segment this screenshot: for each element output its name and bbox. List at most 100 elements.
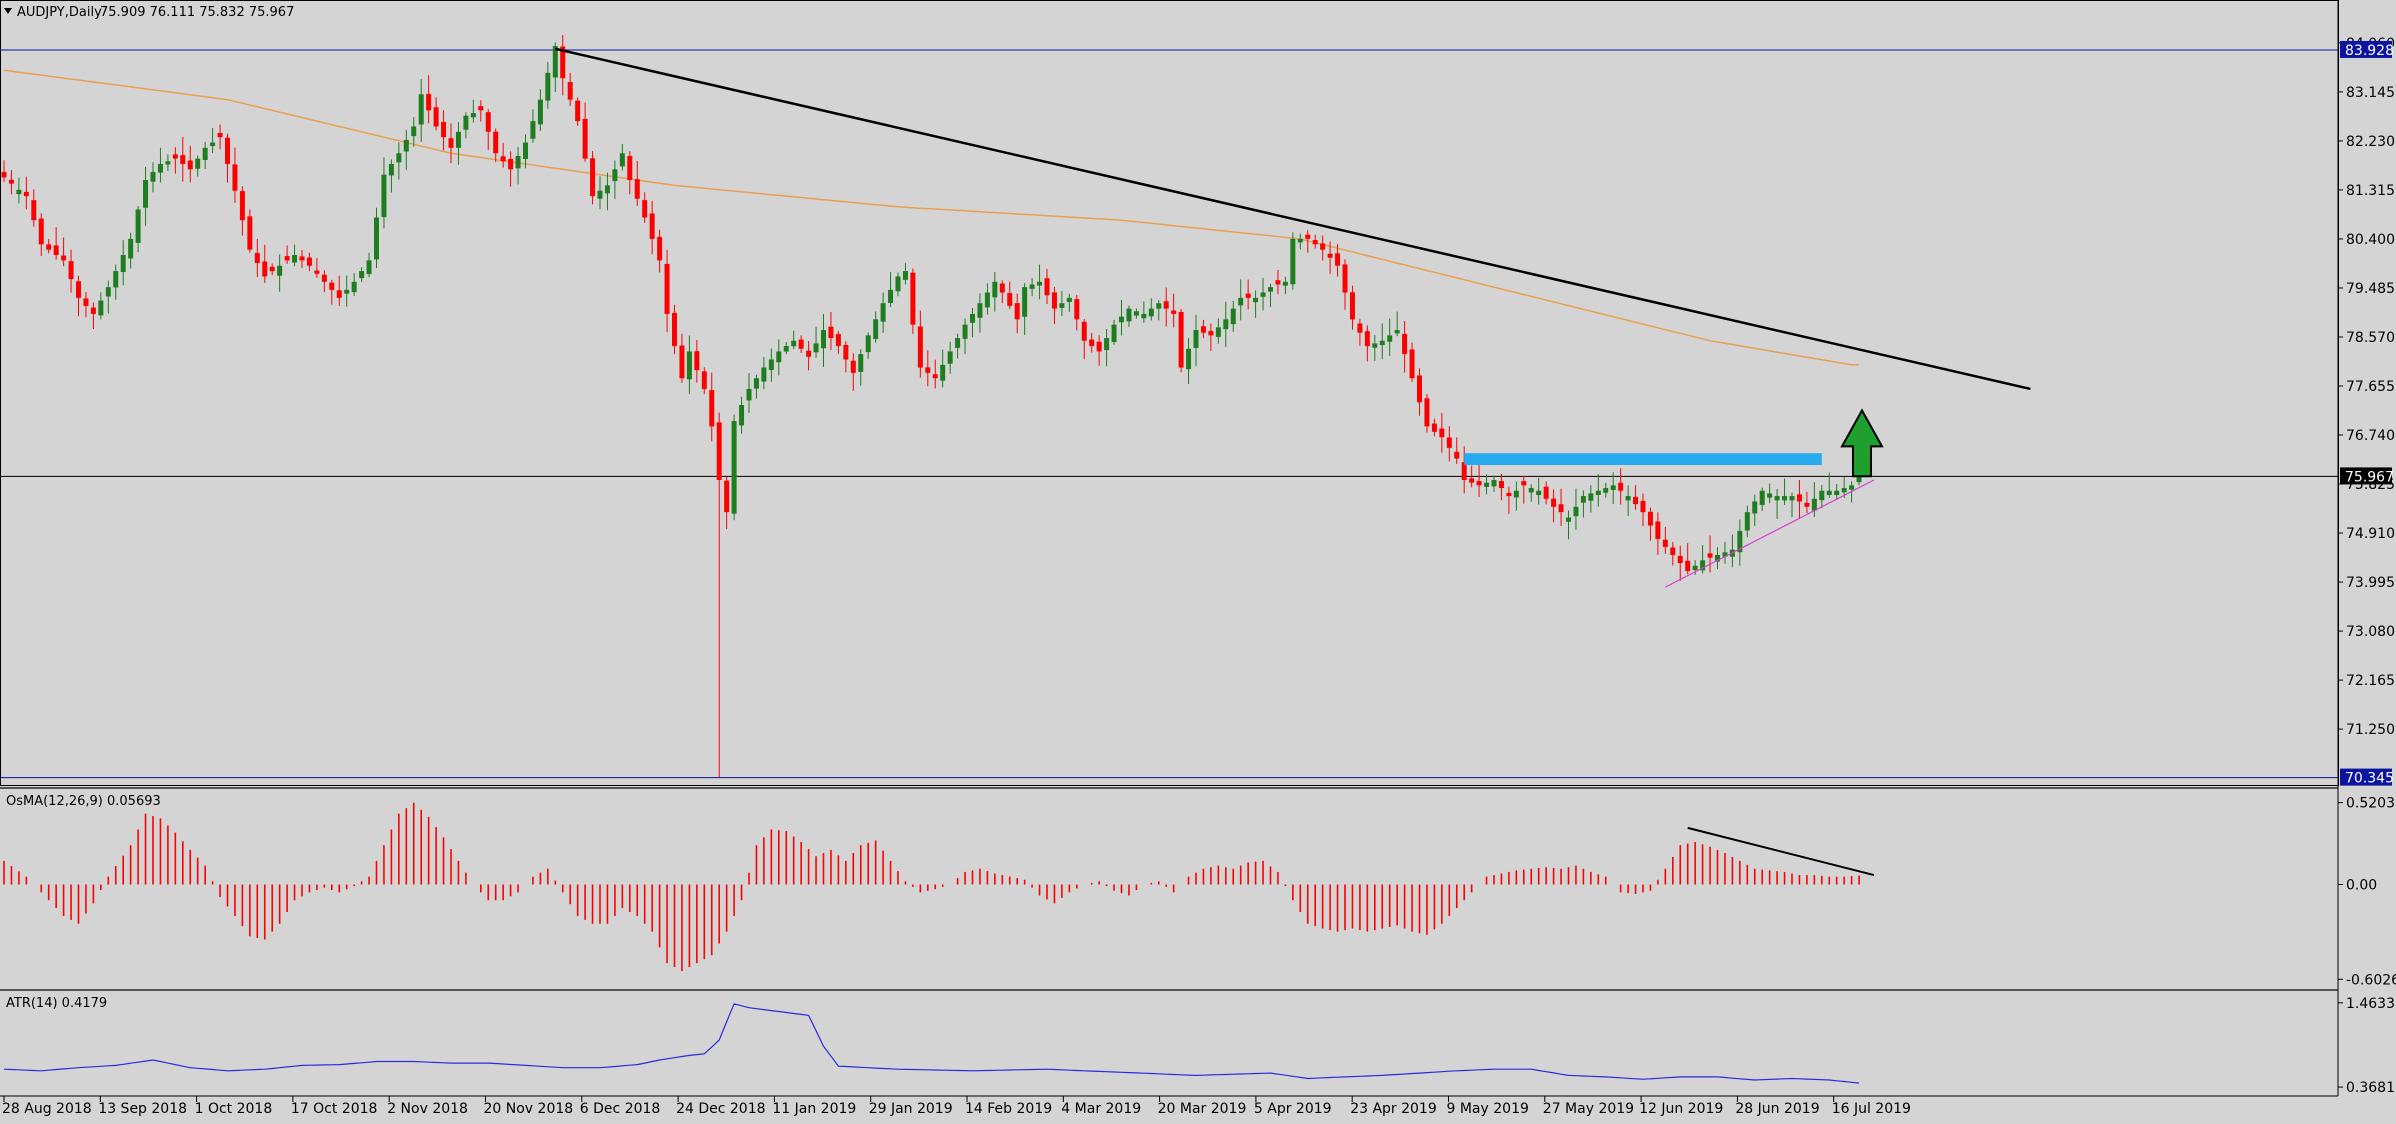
candle-bear <box>1409 349 1415 379</box>
candle-bull <box>1811 498 1817 511</box>
candle-bull <box>1513 490 1519 498</box>
candle-bear <box>1335 253 1341 266</box>
candle-bull <box>902 271 908 280</box>
candle-bear <box>850 360 856 373</box>
candle-bull <box>1282 281 1288 286</box>
candle-bull <box>940 364 946 381</box>
candle-bear <box>679 345 685 379</box>
candle-bear <box>239 191 245 221</box>
candle-bull <box>731 421 737 514</box>
candle-bull <box>739 405 745 426</box>
osma-tick-label: -0.60264 <box>2346 972 2396 988</box>
candle-bear <box>1342 264 1348 293</box>
candle-bear <box>1417 375 1422 403</box>
candle-bear <box>1655 521 1661 539</box>
candle-bear <box>835 334 841 347</box>
candle-bull <box>873 319 879 340</box>
candle-bull <box>1834 490 1840 496</box>
high-line-label-bg <box>2340 40 2392 58</box>
candle-bear <box>1521 481 1527 486</box>
candle-bull <box>977 303 983 318</box>
candle-bull <box>1610 485 1616 491</box>
candle-bull <box>1297 238 1303 243</box>
price-tick-label: 83.145 <box>2346 85 2395 101</box>
candle-bull <box>1737 530 1743 553</box>
candle-bear <box>1305 234 1311 239</box>
candle-bear <box>627 156 633 181</box>
candle-bear <box>262 261 268 277</box>
candle-bull <box>1849 485 1855 490</box>
time-tick-label: 16 Jul 2019 <box>1832 1101 1911 1117</box>
candle-bull <box>1111 324 1117 342</box>
candle-bear <box>999 283 1005 293</box>
candle-bull <box>165 161 171 165</box>
candle-bear <box>478 106 484 111</box>
menu-triangle-icon[interactable] <box>4 8 12 14</box>
candle-bull <box>1789 496 1795 501</box>
candle-bear <box>1402 333 1408 355</box>
candle-bear <box>1051 292 1057 309</box>
candle-bear <box>38 218 44 245</box>
candle-bear <box>932 374 938 379</box>
support-trendline <box>1665 479 1875 588</box>
candle-bull <box>135 209 141 243</box>
axes: 84.06083.14582.23081.31580.40079.48578.5… <box>2 36 2396 1117</box>
candle-bear <box>724 480 730 513</box>
candle-bull <box>1156 303 1162 309</box>
low-line-label: 70.345 <box>2345 771 2394 787</box>
candle-bear <box>448 138 454 148</box>
moving-average-line <box>3 69 1859 366</box>
horizontal-lines <box>0 49 2338 779</box>
candle-bull <box>1148 308 1154 317</box>
candle-bull <box>1856 476 1862 483</box>
up-arrow-icon <box>1840 408 1884 478</box>
candle-bear <box>314 270 320 274</box>
candle-bull <box>1029 284 1035 289</box>
candle-bull <box>344 289 350 294</box>
candle-bull <box>530 121 536 139</box>
time-tick-label: 9 May 2019 <box>1447 1101 1529 1117</box>
candle-bear <box>709 390 715 427</box>
candle-bull <box>150 171 156 182</box>
price-tick-label: 82.230 <box>2346 134 2395 150</box>
candle-bull <box>1372 343 1378 348</box>
time-tick-label: 14 Feb 2019 <box>965 1101 1052 1117</box>
candle-bull <box>351 281 357 293</box>
candle-bull <box>277 265 283 276</box>
time-tick-label: 12 Jun 2019 <box>1639 1101 1723 1117</box>
candle-bear <box>172 154 178 159</box>
price-tick-label: 81.315 <box>2346 183 2395 199</box>
candle-bull <box>597 190 603 199</box>
candle-bull <box>1595 490 1601 495</box>
osma-tick-label: 0.52035 <box>2346 796 2396 812</box>
candle-bear <box>1551 498 1557 507</box>
candle-bear <box>798 339 804 349</box>
candle-bull <box>1230 308 1236 325</box>
candle-bull <box>16 189 22 195</box>
atr-line <box>3 1003 1860 1084</box>
candle-bear <box>1364 331 1370 347</box>
candle-bear <box>23 191 29 197</box>
candle-bull <box>1238 297 1244 306</box>
candle-bull <box>955 338 961 348</box>
candle-bull <box>1715 555 1720 562</box>
candle-bear <box>187 160 193 170</box>
time-tick-label: 20 Nov 2018 <box>484 1101 574 1117</box>
time-tick-label: 1 Oct 2018 <box>195 1101 273 1117</box>
candle-bull <box>515 155 521 169</box>
candle-bull <box>1588 493 1594 501</box>
osma-histogram <box>3 802 1875 971</box>
candle-bull <box>1722 552 1728 557</box>
candle-bear <box>8 179 14 184</box>
atr-tick-label: 1.4633 <box>2346 996 2395 1012</box>
osma-trendline <box>1687 826 1875 877</box>
candle-bear <box>441 121 447 138</box>
candle-bull <box>545 72 551 101</box>
candle-bull <box>396 153 402 163</box>
candle-bear <box>1275 280 1281 285</box>
candle-bull <box>128 238 134 259</box>
candle-bear <box>90 307 96 314</box>
candle-bear <box>1707 553 1713 558</box>
